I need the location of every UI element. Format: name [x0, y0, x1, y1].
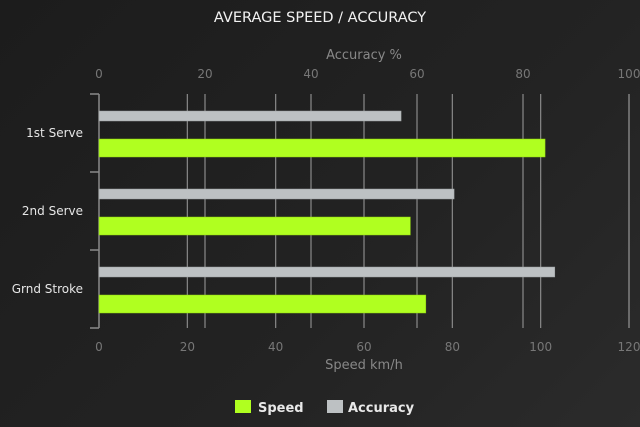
category-label: Grnd Stroke — [12, 282, 83, 296]
top-tick-label: 60 — [409, 67, 424, 81]
top-tick-label: 100 — [618, 67, 640, 81]
top-tick-label: 40 — [303, 67, 318, 81]
accuracy-bar — [98, 110, 402, 122]
top-tick-label: 80 — [515, 67, 530, 81]
legend-label-speed: Speed — [258, 401, 304, 416]
legend-swatch-accuracy — [327, 400, 343, 413]
chart-title: AVERAGE SPEED / ACCURACY — [214, 10, 426, 26]
top-axis-label: Accuracy % — [326, 48, 402, 63]
speed-bar — [98, 138, 546, 158]
legend-label-accuracy: Accuracy — [348, 401, 415, 416]
bottom-tick-label: 80 — [445, 340, 460, 354]
bottom-tick-label: 0 — [95, 340, 103, 354]
bottom-tick-label: 40 — [268, 340, 283, 354]
bottom-tick-label: 20 — [180, 340, 195, 354]
category-label: 1st Serve — [26, 126, 83, 140]
legend-swatch-speed — [235, 400, 251, 413]
bottom-tick-label: 100 — [529, 340, 552, 354]
bottom-tick-label: 120 — [618, 340, 640, 354]
speed-bar — [98, 294, 427, 314]
accuracy-bar — [98, 188, 455, 200]
speed-bar — [98, 216, 411, 236]
top-tick-label: 0 — [95, 67, 103, 81]
bottom-tick-label: 60 — [356, 340, 371, 354]
accuracy-bar — [98, 266, 556, 278]
category-label: 2nd Serve — [22, 204, 83, 218]
top-tick-label: 20 — [197, 67, 212, 81]
bottom-axis-label: Speed km/h — [325, 358, 403, 373]
